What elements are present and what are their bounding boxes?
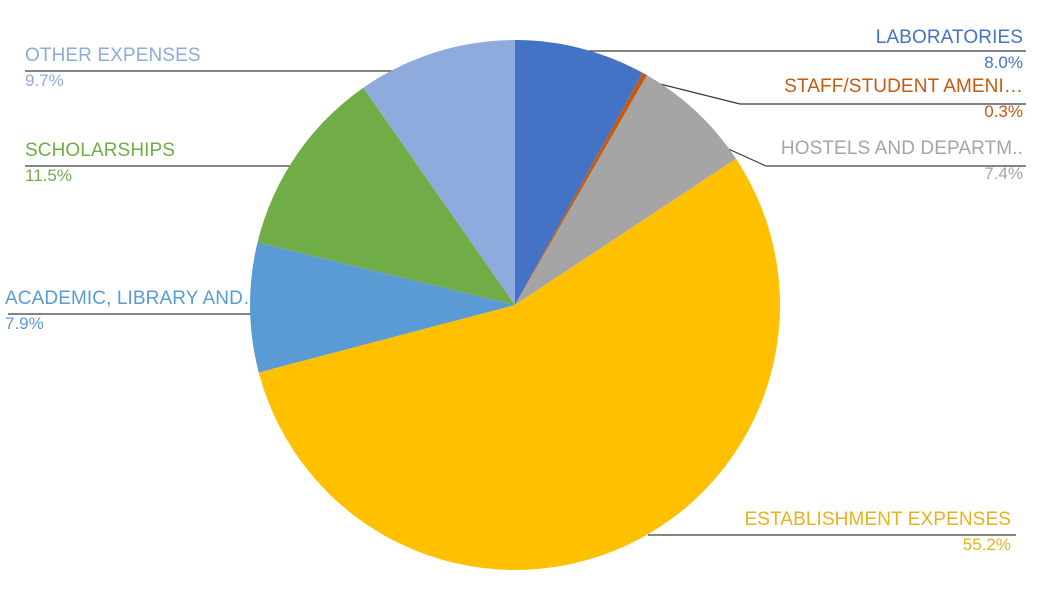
- callout-academic-library: ACADEMIC, LIBRARY AND… 7.9%: [5, 287, 325, 335]
- callout-value-staff-student-amenities: 0.3%: [984, 102, 1023, 121]
- leader-lines: [8, 50, 1026, 536]
- pie-slice-establishment[interactable]: [258, 158, 780, 570]
- callout-value-hostels-and-departments: 7.4%: [984, 164, 1023, 183]
- callout-label-academic-library: ACADEMIC, LIBRARY AND…: [5, 288, 263, 309]
- callout-other-expenses: OTHER EXPENSES 9.7%: [25, 44, 345, 92]
- callout-label-establishment-expenses: ESTABLISHMENT EXPENSES: [744, 509, 1011, 530]
- callout-label-hostels-and-departments: HOSTELS AND DEPARTM..: [780, 138, 1023, 159]
- pie-slice-other[interactable]: [363, 40, 515, 305]
- callout-scholarships: SCHOLARSHIPS 11.5%: [25, 139, 345, 187]
- callout-label-laboratories: LABORATORIES: [875, 27, 1023, 48]
- callout-staff-student-amenities: STAFF/STUDENT AMENI… 0.3%: [703, 75, 1023, 123]
- pie-slice-staff[interactable]: [515, 72, 648, 305]
- callout-hostels-and-departments: HOSTELS AND DEPARTM.. 7.4%: [703, 137, 1023, 185]
- leader-line-hostels: [723, 146, 1026, 167]
- callout-value-establishment-expenses: 55.2%: [962, 535, 1011, 554]
- callout-label-scholarships: SCHOLARSHIPS: [25, 140, 176, 161]
- callout-establishment-expenses: ESTABLISHMENT EXPENSES 55.2%: [691, 508, 1011, 556]
- pie-slice-laboratories[interactable]: [515, 40, 643, 305]
- pie-slice-scholarships[interactable]: [257, 87, 515, 306]
- leader-line-staff: [647, 80, 1026, 105]
- callout-value-academic-library: 7.9%: [5, 314, 44, 333]
- callout-value-other-expenses: 9.7%: [25, 71, 64, 90]
- callout-value-laboratories: 8.0%: [984, 53, 1023, 72]
- callout-label-other-expenses: OTHER EXPENSES: [25, 45, 201, 66]
- pie-slice-hostels[interactable]: [515, 75, 737, 305]
- callout-label-staff-student-amenities: STAFF/STUDENT AMENI…: [784, 76, 1023, 97]
- callout-laboratories: LABORATORIES 8.0%: [703, 26, 1023, 74]
- pie-slice-academic[interactable]: [249, 242, 516, 373]
- callout-value-scholarships: 11.5%: [25, 166, 72, 185]
- pie-slices: [249, 40, 780, 570]
